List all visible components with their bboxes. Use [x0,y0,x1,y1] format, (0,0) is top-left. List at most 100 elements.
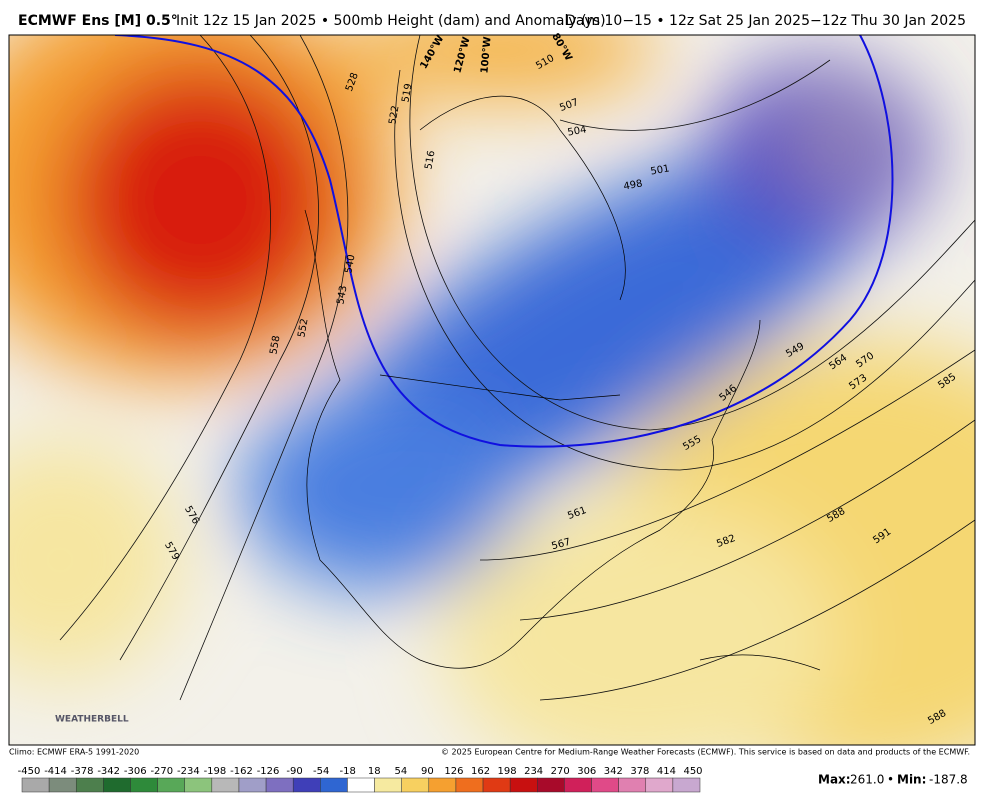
pos-anomaly [9,440,180,680]
colorbar-swatch [455,777,484,793]
colorbar-label: 90 [421,766,434,777]
colorbar-label: 306 [577,766,596,777]
colorbar-swatch [320,777,348,793]
title: ECMWF Ens [M] 0.5° [18,13,178,29]
contour [519,419,975,621]
colorbar-swatch [374,777,402,793]
colorbar-swatch [537,777,565,793]
contour [394,69,975,471]
contour-label: 522 [387,105,401,126]
contour-label: 543 [335,285,349,306]
colorbar-swatch [591,777,619,793]
colorbar-swatch [157,777,185,793]
contour [479,349,975,561]
colorbar-swatch [401,777,430,793]
coast [419,95,626,301]
coastlines [304,95,821,671]
border [379,374,621,401]
colorbar-label: 18 [368,766,381,777]
contour-label: 558 [268,335,282,356]
colorbar-label: 234 [524,766,543,777]
valid-time: Days 10−15 • 12z Sat 25 Jan 2025−12z Thu… [565,13,966,29]
coast [699,654,821,671]
colorbar-swatch [21,777,50,793]
colorbar-swatch [265,777,294,793]
colorbar: -450 -414 -378 -342 -306 -270 -234 -198 -162 -126… [18,766,703,793]
neg-anomaly [240,390,520,590]
colorbar-label: 270 [551,766,570,777]
colorbar-swatch [672,777,701,793]
contour [179,35,349,701]
pos-anomaly [440,500,840,745]
climo: Climo: ECMWF ERA-5 1991-2020 [9,748,139,757]
colorbar-swatch [618,777,647,793]
colorbar-label: -270 [150,766,173,777]
contour-label: 516 [423,150,437,171]
colorbar-label: 378 [630,766,649,777]
colorbar-swatch [48,777,77,793]
pos-anomaly [60,60,340,340]
contour [559,59,831,131]
coast [304,209,761,669]
logo: WEATHERBELL [55,715,129,725]
colorbar-swatch [645,777,674,793]
contour-label: 567 [550,537,571,553]
colorbar-swatch [482,777,511,793]
min-label: Min: [897,773,926,787]
contour-540 [114,35,894,448]
colorbar-swatch [509,777,538,793]
colorbar-label: -54 [313,766,329,777]
contour-label: 540 [343,254,357,275]
colorbar-swatch [292,777,321,793]
colorbar-label: -306 [124,766,147,777]
height-contours [59,35,975,701]
contour-label: 552 [296,318,310,339]
colorbar-label: -162 [230,766,253,777]
max-label: Max: [818,773,851,787]
colorbar-swatch [130,777,158,793]
contour [539,519,975,701]
contour [59,35,271,641]
colorbar-label: -414 [44,766,67,777]
longitude-label: 100°W [479,36,493,74]
colorbar-swatch [211,777,240,793]
colorbar-label: -450 [18,766,41,777]
anomaly-shading [9,35,975,745]
separator: • [887,773,894,787]
map-frame [8,34,976,746]
colorbar-swatch [103,777,131,793]
contour [409,35,975,431]
colorbar-label: 342 [604,766,623,777]
colorbar-label: 54 [394,766,407,777]
copyright: © 2025 European Centre for Medium-Range … [441,748,970,757]
colorbar-label: -234 [177,766,200,777]
colorbar-swatch [75,777,104,793]
max-value: 261.0 [850,773,884,787]
colorbar-label: -342 [97,766,120,777]
colorbar-label: 450 [683,766,702,777]
colorbar-label: -198 [204,766,227,777]
colorbar-swatch [347,777,375,793]
colorbar-label: 162 [471,766,490,777]
map-area [9,35,975,745]
colorbar-label: -378 [71,766,94,777]
neg-anomaly [790,90,890,190]
colorbar-label: 414 [657,766,676,777]
colorbar-swatch [238,777,267,793]
contour-label: 498 [623,178,644,192]
colorbar-swatch [564,777,592,793]
subtitle: Init 12z 15 Jan 2025 • 500mb Height (dam… [176,13,606,29]
colorbar-swatch [184,777,213,793]
min-value: -187.8 [929,773,968,787]
colorbar-label: -126 [257,766,280,777]
colorbar-label: 198 [498,766,517,777]
colorbar-label: -90 [286,766,302,777]
pos-anomaly [340,35,660,100]
contour-label: 504 [567,124,588,138]
colorbar-label: 126 [444,766,463,777]
colorbar-label: -18 [340,766,356,777]
contour-label: 501 [650,163,671,177]
contour-label: 519 [400,83,414,104]
